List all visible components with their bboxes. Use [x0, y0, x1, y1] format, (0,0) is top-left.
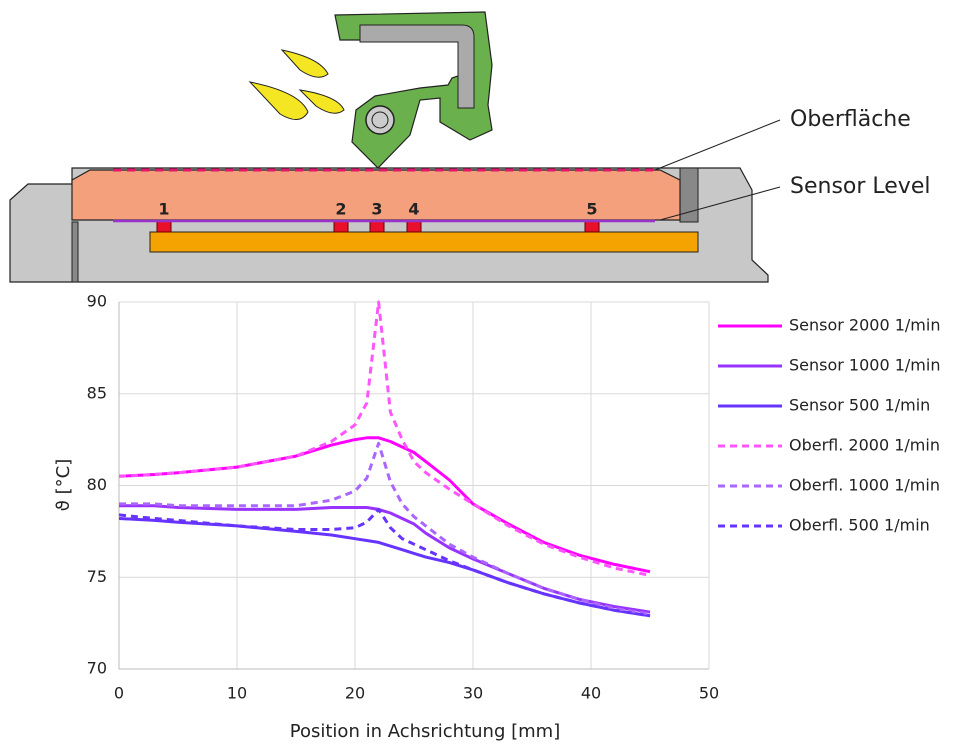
x-tick-label: 0 [114, 684, 124, 703]
callout-line [654, 119, 781, 171]
diagram: Oberfläche Sensor Level [9, 11, 930, 283]
x-axis-label: Position in Achsrichtung [mm] [290, 721, 560, 742]
spring [365, 105, 395, 135]
spring [371, 111, 389, 129]
sensor [584, 220, 600, 233]
series-line [119, 517, 651, 618]
drop [248, 81, 309, 120]
y-tick-label: 80 [87, 475, 107, 494]
drop [280, 49, 329, 78]
legend-label: Sensor 1000 1/min [789, 356, 940, 375]
bushing [71, 169, 681, 221]
chart: Position in Achsrichtung [mm] ϑ [°C] 70 7… [53, 292, 940, 743]
sensor [156, 220, 172, 233]
y-tick-label: 75 [87, 567, 107, 586]
y-tick-label: 70 [87, 659, 107, 678]
drop [298, 89, 345, 114]
series-line [119, 441, 651, 616]
callout-label: Sensor Level [790, 174, 930, 199]
x-tick-label: 40 [581, 684, 601, 703]
series-line [119, 436, 651, 574]
legend-label: Sensor 500 1/min [789, 396, 930, 415]
sensor-number: 5 [586, 200, 597, 219]
drops [248, 49, 345, 120]
sensor [333, 220, 349, 233]
legend-label: Oberfl. 2000 1/min [789, 436, 940, 455]
carrier [149, 231, 699, 253]
series-line [119, 504, 651, 614]
callout-label: Oberfläche [790, 107, 911, 132]
sensor-number: 2 [335, 200, 346, 219]
x-tick-label: 30 [463, 684, 483, 703]
seal-insert [359, 24, 475, 109]
groove [71, 221, 79, 283]
y-tick-label: 90 [87, 292, 107, 311]
x-tick-label: 50 [699, 684, 719, 703]
sensor [406, 220, 422, 233]
x-tick-label: 10 [227, 684, 247, 703]
series-line [119, 507, 651, 618]
legend-label: Oberfl. 500 1/min [789, 516, 930, 535]
callout-line [659, 186, 781, 221]
legend-label: Oberfl. 1000 1/min [789, 476, 940, 495]
sensor-number: 1 [158, 200, 169, 219]
sensor-number: 3 [371, 200, 382, 219]
series-line [119, 300, 651, 577]
legend-label: Sensor 2000 1/min [789, 316, 940, 335]
sensor-number: 4 [408, 200, 419, 219]
x-tick-label: 20 [345, 684, 365, 703]
y-tick-label: 85 [87, 383, 107, 402]
y-axis-label: ϑ [°C] [53, 459, 74, 511]
sensor [369, 220, 385, 233]
